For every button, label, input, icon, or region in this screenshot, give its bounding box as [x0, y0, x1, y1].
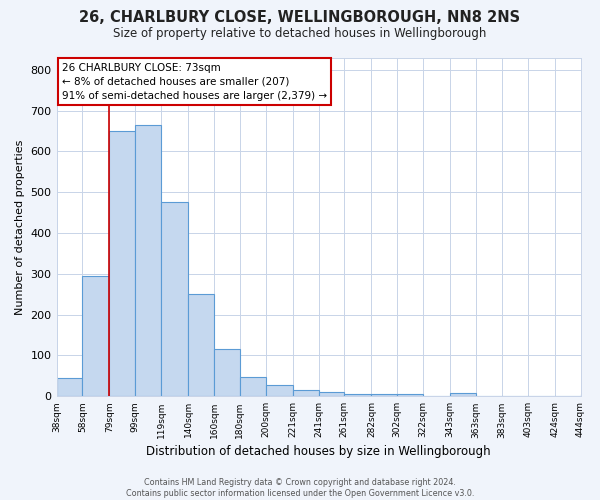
Bar	[214, 350, 240, 397]
Bar	[56, 378, 82, 396]
X-axis label: Distribution of detached houses by size in Wellingborough: Distribution of detached houses by size …	[146, 444, 491, 458]
Text: 26, CHARLBURY CLOSE, WELLINGBOROUGH, NN8 2NS: 26, CHARLBURY CLOSE, WELLINGBOROUGH, NN8…	[79, 10, 521, 25]
Bar	[82, 276, 109, 396]
Text: Contains HM Land Registry data © Crown copyright and database right 2024.
Contai: Contains HM Land Registry data © Crown c…	[126, 478, 474, 498]
Bar	[266, 385, 293, 396]
Bar	[319, 392, 344, 396]
Bar	[293, 390, 319, 396]
Text: Size of property relative to detached houses in Wellingborough: Size of property relative to detached ho…	[113, 28, 487, 40]
Bar	[581, 394, 600, 396]
Bar	[344, 394, 371, 396]
Bar	[240, 376, 266, 396]
Bar	[450, 393, 476, 396]
Bar	[161, 202, 188, 396]
Bar	[109, 131, 135, 396]
Bar	[135, 125, 161, 396]
Bar	[397, 394, 423, 396]
Text: 26 CHARLBURY CLOSE: 73sqm
← 8% of detached houses are smaller (207)
91% of semi-: 26 CHARLBURY CLOSE: 73sqm ← 8% of detach…	[62, 62, 327, 100]
Y-axis label: Number of detached properties: Number of detached properties	[15, 139, 25, 314]
Bar	[188, 294, 214, 396]
Bar	[371, 394, 397, 396]
